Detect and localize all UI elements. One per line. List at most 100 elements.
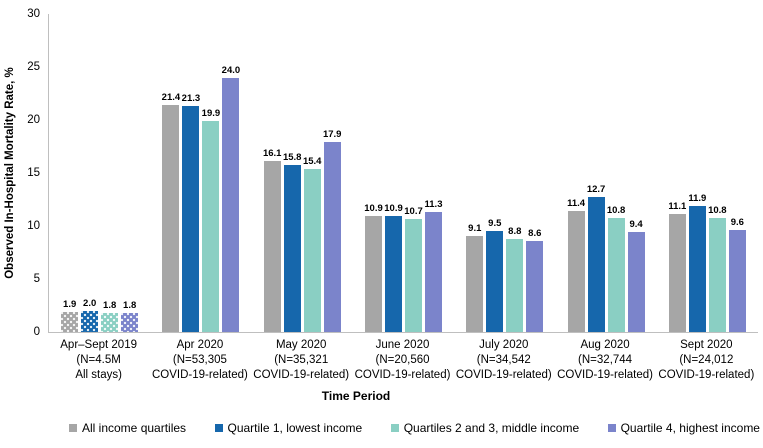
x-tick-label-line: All stays) [75,369,122,381]
x-tick-label-line: COVID-19-related) [658,369,755,381]
bar-value-label: 2.0 [83,297,97,309]
x-tick-label-line: COVID-19-related) [253,369,350,381]
x-tick-label-line: (N=34,542 [476,354,531,366]
bar-value-label: 19.9 [201,108,221,120]
x-tick-label-line: COVID-19-related) [151,369,248,381]
x-tick-label-line: July 2020 [479,339,529,351]
bar-value-label: 16.1 [262,148,282,160]
bar-value-label: 10.8 [708,204,727,216]
x-tick-label-line: Apr–Sept 2019 [60,339,137,351]
y-tick-label: 15 [27,167,40,179]
bar-value-label: 8.8 [508,225,522,237]
bar-value-label: 8.6 [528,227,542,239]
bar-all-income-quartiles [466,235,484,332]
legend-item-quartiles-2-and-3-middle-income: Quartiles 2 and 3, middle income [390,421,580,435]
legend-label: Quartile 4, highest income [620,421,760,435]
legend-label: All income quartiles [82,421,187,435]
bar-value-label: 9.5 [488,218,502,230]
bar-quartile-4-highest-income [121,312,139,332]
bar-value-label: 21.4 [161,92,181,104]
bar-quartile-1-lowest-income [81,310,99,332]
y-tick-label: 5 [33,273,40,285]
bar-quartiles-2-and-3-middle-income [101,312,119,332]
bar-quartile-4-highest-income [728,230,746,332]
y-tick-label: 30 [27,8,40,20]
y-tick-label: 0 [33,326,40,338]
bar-value-label: 21.3 [181,93,201,105]
bar-value-label: 1.8 [103,299,117,311]
bar-quartile-1-lowest-income [283,164,301,332]
legend-swatch [69,424,77,432]
bar-value-label: 15.4 [302,155,322,167]
bar-value-label: 17.9 [322,129,342,141]
bar-quartile-4-highest-income [323,142,341,332]
x-tick-label-line: Aug 2020 [580,339,630,351]
x-tick-label-line: COVID-19-related) [557,369,653,381]
legend-label: Quartile 1, lowest income [227,421,363,435]
bar-all-income-quartiles [61,311,79,332]
bar-value-label: 1.8 [123,299,137,311]
x-tick-label: Aug 2020 (N=32,744 COVID-19-related) [530,338,680,383]
bar-quartile-4-highest-income [627,232,645,332]
x-tick-label-line: Apr 2020 [176,339,224,351]
x-tick-label-line: (N=35,321 [274,354,329,366]
bar-quartiles-2-and-3-middle-income [607,217,625,332]
bar-value-label: 10.8 [606,204,626,216]
x-axis-title: Time Period [321,389,391,403]
x-tick-label-line: (N=24,012 [679,354,734,366]
x-tick-label-line: (N=4.5M [76,354,121,366]
bar-value-label: 11.3 [424,199,443,211]
x-tick-label-line: (N=32,744 [578,354,633,366]
y-tick-label: 20 [27,114,40,126]
legend-label: Quartiles 2 and 3, middle income [403,421,580,435]
bar-value-label: 11.9 [688,192,707,204]
legend-swatch [607,424,616,432]
x-tick-label: June 2020 (N=20,560 COVID-19-related) [328,338,478,383]
bar-all-income-quartiles [567,211,585,332]
bar-all-income-quartiles [263,161,281,332]
legend-item-all-income-quartiles: All income quartiles [69,421,186,435]
bar-all-income-quartiles [365,216,382,332]
bar-value-label: 10.9 [384,203,403,215]
x-tick-label: Sept 2020 (N=24,012 COVID-19-related) [631,338,763,383]
bar-all-income-quartiles [162,105,180,332]
bar-value-label: 9.4 [629,219,643,231]
y-tick-label: 10 [27,220,40,232]
x-tick-label: Apr 2020 (N=53,305 COVID-19-related) [125,338,275,383]
bar-all-income-quartiles [668,214,686,332]
bar-quartile-4-highest-income [222,77,240,332]
legend: All income quartiles Quartile 1, lowest i… [69,421,760,435]
bar-value-label: 10.7 [404,205,423,217]
bar-value-label: 10.9 [364,203,383,215]
y-tick-label: 25 [27,61,40,73]
bar-quartiles-2-and-3-middle-income [202,121,220,332]
legend-swatch [390,424,399,432]
legend-swatch [214,424,223,432]
x-tick-label: May 2020 (N=35,321 COVID-19-related) [226,338,376,383]
bar-quartiles-2-and-3-middle-income [405,218,422,332]
x-tick-label: Apr–Sept 2019 (N=4.5M All stays) [24,338,174,383]
bar-quartile-1-lowest-income [688,205,706,332]
bar-quartile-1-lowest-income [587,197,605,332]
bar-value-label: 11.1 [668,201,687,213]
x-tick-label: July 2020 (N=34,542 COVID-19-related) [429,338,579,383]
bar-quartiles-2-and-3-middle-income [303,168,321,332]
bar-value-label: 1.9 [63,298,77,310]
bar-value-label: 24.0 [221,64,241,76]
plot-area: 1.9 2.0 1.8 1.8 21.4 21.3 19.9 24.0 16.1 15.8 15.4… [48,14,758,333]
bar-quartile-4-highest-income [425,212,442,332]
bar-value-label: 11.4 [567,198,586,210]
x-tick-label-line: (N=20,560 [375,354,430,366]
bar-quartiles-2-and-3-middle-income [506,238,524,332]
x-tick-label-line: May 2020 [275,339,327,351]
bar-quartiles-2-and-3-middle-income [708,217,726,332]
bar-value-label: 9.6 [730,217,744,229]
x-tick-label-line: June 2020 [375,339,430,351]
x-tick-label-line: (N=53,305 [172,354,227,366]
x-tick-label-line: COVID-19-related) [354,369,451,381]
legend-item-quartile-4-highest-income: Quartile 4, highest income [607,421,760,435]
x-tick-label-line: Sept 2020 [680,339,733,351]
bar-value-label: 15.8 [282,151,302,163]
bar-quartile-4-highest-income [526,240,544,332]
